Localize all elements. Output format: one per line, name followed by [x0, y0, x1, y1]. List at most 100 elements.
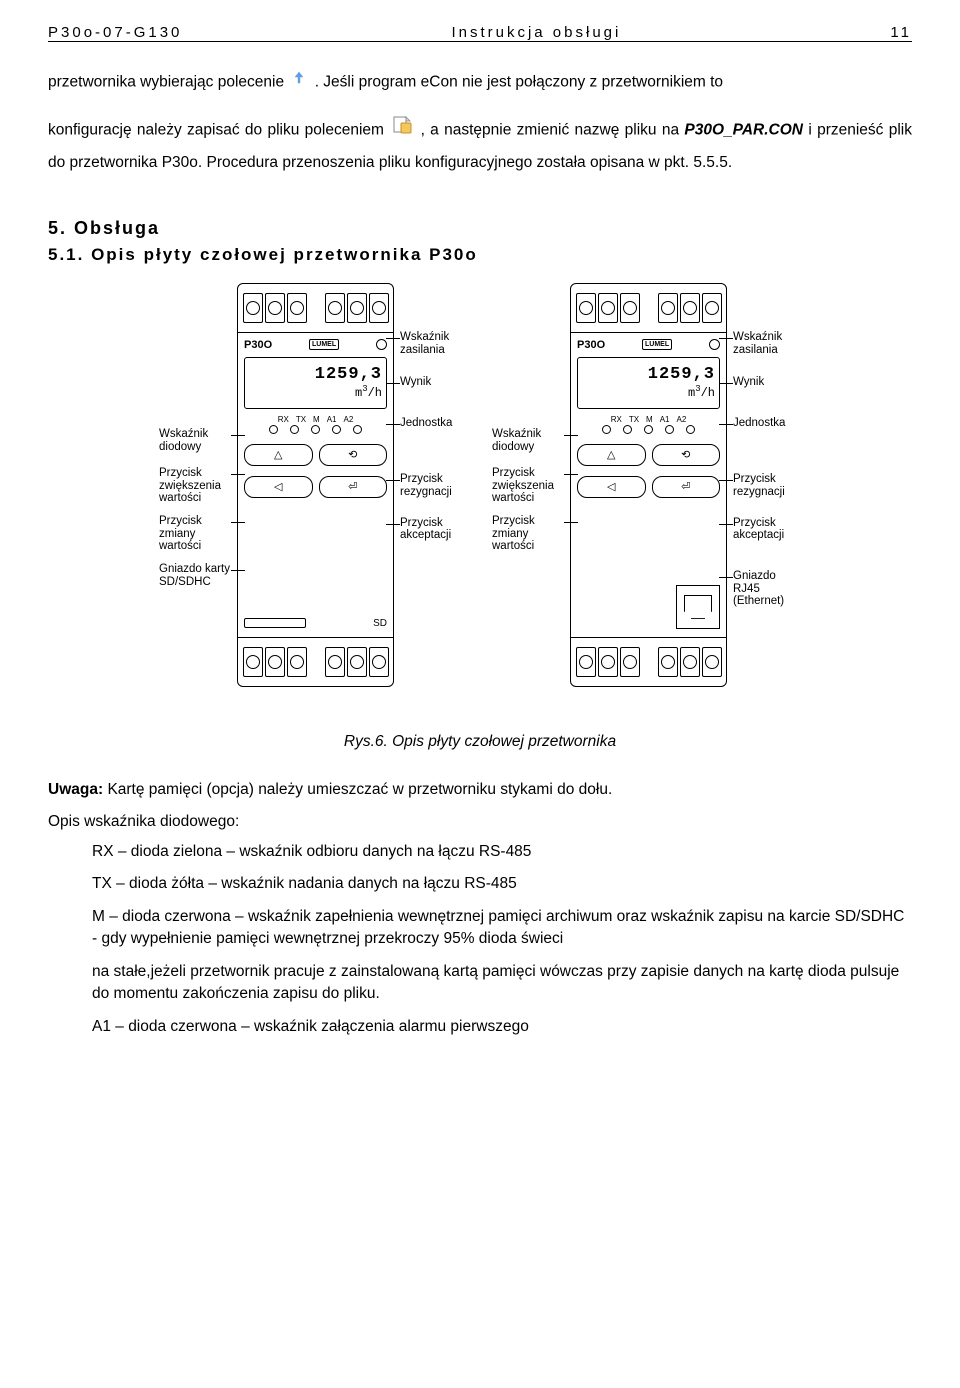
paragraph-1: przetwornika wybierając polecenie . Jeśl… [48, 66, 912, 99]
label-btn-up: Przycisk zwiększenia wartości [492, 467, 564, 505]
front-panel-diagrams: Wskaźnik diodowy Przycisk zwiększenia wa… [48, 283, 912, 687]
lcd-display: 1259,3 m3/h [577, 357, 720, 409]
model-label: P30O [244, 339, 272, 351]
terminal-icon [265, 293, 285, 323]
label-unit: Jednostka [733, 417, 801, 430]
terminal-icon [325, 647, 345, 677]
led-name: RX [278, 415, 289, 424]
up-button[interactable]: △ [244, 444, 313, 466]
terminal-icon [620, 293, 640, 323]
terminal-icon [325, 293, 345, 323]
terminal-icon [598, 647, 618, 677]
terminal-icon [702, 647, 722, 677]
brand-row: P30O LUMEL [244, 339, 387, 351]
sd-slot-icon [244, 618, 306, 628]
label-unit: Jednostka [400, 417, 468, 430]
led-dot-icon [353, 425, 362, 434]
brand-label: LUMEL [642, 339, 672, 350]
terminal-icon [347, 647, 367, 677]
desc-item-rx: RX – dioda zielona – wskaźnik odbioru da… [92, 841, 912, 863]
terminal-icon [598, 293, 618, 323]
sd-row: SD [244, 618, 387, 629]
desc-title: Opis wskaźnika diodowego: [48, 813, 912, 831]
desc-item-m: M – dioda czerwona – wskaźnik zapełnieni… [92, 906, 912, 951]
terminal-icon [287, 293, 307, 323]
led-dot-icon [665, 425, 674, 434]
header-page-number: 11 [890, 24, 912, 41]
led-dot-icon [686, 425, 695, 434]
terminal-icon [680, 647, 700, 677]
label-rj45: Gniazdo RJ45 (Ethernet) [733, 570, 801, 608]
led-name: A1 [660, 415, 670, 424]
para1-b: . Jeśli program eCon nie jest połączony … [315, 73, 723, 90]
label-sd-slot: Gniazdo karty SD/SDHC [159, 563, 231, 588]
button-row-2: ◁ ⏎ [244, 476, 387, 498]
label-cancel: Przycisk rezygnacji [733, 473, 801, 498]
led-name: A1 [327, 415, 337, 424]
right-labels-right: Wskaźnik zasilania Wynik Jednostka Przyc… [733, 283, 801, 614]
para2-a: konfigurację należy zapisać do pliku pol… [48, 122, 389, 139]
up-button[interactable]: △ [577, 444, 646, 466]
power-led-icon [709, 339, 720, 350]
left-labels-left: Wskaźnik diodowy Przycisk zwiększenia wa… [159, 283, 231, 594]
label-cancel: Przycisk rezygnacji [400, 473, 468, 498]
led-indicator-row: RX TX M A1 A2 [244, 415, 387, 434]
cancel-button[interactable]: ⟲ [319, 444, 388, 466]
sd-label: SD [373, 618, 387, 629]
left-button[interactable]: ◁ [577, 476, 646, 498]
label-accept: Przycisk akceptacji [400, 517, 468, 542]
led-dot-icon [311, 425, 320, 434]
led-indicator-row: RX TX M A1 A2 [577, 415, 720, 434]
terminal-block-bottom [571, 637, 726, 686]
header-left: P30o-07-G130 [48, 24, 182, 41]
filename: P30O_PAR.CON [684, 122, 803, 139]
label-result: Wynik [733, 376, 801, 389]
rj45-port-icon [676, 585, 720, 629]
cancel-button[interactable]: ⟲ [652, 444, 721, 466]
upload-arrow-icon [291, 66, 307, 99]
device-face: P30O LUMEL 1259,3 m3/h RX TX M A1 [571, 333, 726, 637]
ok-button[interactable]: ⏎ [652, 476, 721, 498]
note-text: Kartę pamięci (opcja) należy umieszczać … [107, 781, 612, 798]
terminal-icon [369, 293, 389, 323]
brand-row: P30O LUMEL [577, 339, 720, 351]
led-dot-icon [602, 425, 611, 434]
section-5-heading: 5. Obsługa [48, 218, 912, 239]
label-btn-change: Przycisk zmiany wartości [159, 515, 231, 553]
paragraph-2: konfigurację należy zapisać do pliku pol… [48, 114, 912, 179]
left-button[interactable]: ◁ [244, 476, 313, 498]
terminal-block-top [238, 284, 393, 333]
device-sd-variant: P30O LUMEL 1259,3 m3/h RX TX M A1 [237, 283, 394, 687]
page-header: P30o-07-G130 Instrukcja obsługi 11 [48, 24, 912, 42]
terminal-icon [243, 647, 263, 677]
power-led-icon [376, 339, 387, 350]
led-name: A2 [677, 415, 687, 424]
label-btn-up: Przycisk zwiększenia wartości [159, 467, 231, 505]
lcd-unit: m3/h [582, 384, 715, 400]
button-row-1: △ ⟲ [577, 444, 720, 466]
note-block: Uwaga: Kartę pamięci (opcja) należy umie… [48, 781, 912, 799]
led-name: TX [629, 415, 639, 424]
led-dot-icon [644, 425, 653, 434]
led-dot-icon [290, 425, 299, 434]
label-diode: Wskaźnik diodowy [159, 428, 231, 453]
label-accept: Przycisk akceptacji [733, 517, 801, 542]
terminal-icon [702, 293, 722, 323]
terminal-block-top [571, 284, 726, 333]
panel-left-group: Wskaźnik diodowy Przycisk zwiększenia wa… [159, 283, 468, 687]
label-diode: Wskaźnik diodowy [492, 428, 564, 453]
led-dot-icon [269, 425, 278, 434]
terminal-icon [620, 647, 640, 677]
terminal-icon [265, 647, 285, 677]
lcd-display: 1259,3 m3/h [244, 357, 387, 409]
ok-button[interactable]: ⏎ [319, 476, 388, 498]
led-dot-icon [332, 425, 341, 434]
rj45-row [577, 585, 720, 629]
brand-label: LUMEL [309, 339, 339, 350]
label-power: Wskaźnik zasilania [400, 331, 468, 356]
label-power: Wskaźnik zasilania [733, 331, 801, 356]
label-result: Wynik [400, 376, 468, 389]
terminal-icon [576, 293, 596, 323]
desc-list: RX – dioda zielona – wskaźnik odbioru da… [48, 841, 912, 1038]
subsection-5-1-heading: 5.1. Opis płyty czołowej przetwornika P3… [48, 245, 912, 265]
